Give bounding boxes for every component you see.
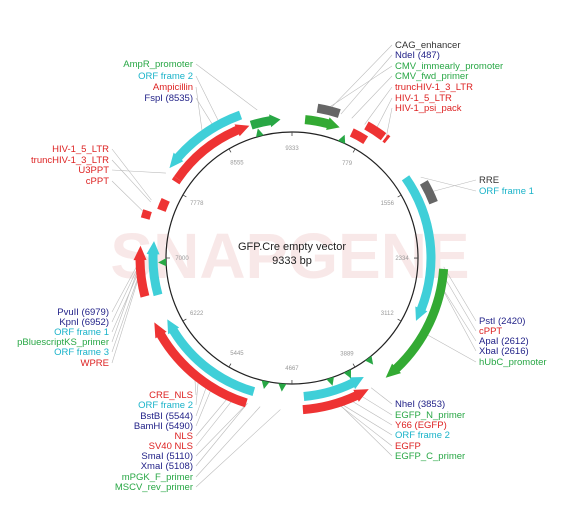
tick-label: 1556 bbox=[381, 201, 395, 207]
feature-label: ORF frame 2 bbox=[138, 71, 193, 82]
leader-line bbox=[112, 149, 151, 200]
tick-mark bbox=[229, 149, 231, 152]
feature-label: XbaI (2616) bbox=[479, 346, 529, 357]
feature-label: RRE bbox=[479, 175, 499, 186]
leader-line bbox=[424, 333, 476, 362]
primer-marker bbox=[260, 380, 269, 389]
leader-line bbox=[112, 160, 151, 202]
leader-line bbox=[386, 108, 392, 139]
feature-label: AmpR_promoter bbox=[123, 59, 193, 70]
feature-cag-enhancer bbox=[317, 104, 341, 118]
feature-label: XmaI (5108) bbox=[141, 461, 193, 472]
tick-mark bbox=[353, 364, 355, 367]
leader-line bbox=[371, 388, 392, 404]
tick-label: 3889 bbox=[340, 351, 354, 357]
feature-hiv-1-5-ltr bbox=[364, 122, 386, 141]
primer-marker bbox=[278, 383, 287, 392]
leader-line bbox=[196, 64, 257, 110]
tick-label: 3112 bbox=[381, 311, 395, 317]
leader-line bbox=[375, 98, 392, 131]
leader-line bbox=[196, 98, 214, 127]
leader-line bbox=[349, 399, 392, 425]
feature-label: ORF frame 2 bbox=[138, 400, 193, 411]
feature-label: HIV-1_5_LTR bbox=[52, 144, 109, 155]
leader-line bbox=[196, 407, 260, 477]
tick-mark bbox=[398, 195, 401, 197]
tick-mark bbox=[183, 319, 186, 321]
feature-label: cPPT bbox=[86, 176, 109, 187]
leader-line bbox=[325, 66, 392, 110]
leader-line bbox=[352, 76, 392, 118]
feature-cmv-immearly-promoter bbox=[305, 115, 340, 130]
tick-label: 5445 bbox=[230, 351, 244, 357]
map-title: GFP.Cre empty vector bbox=[238, 241, 346, 253]
leader-line bbox=[196, 87, 203, 135]
tick-mark bbox=[353, 149, 355, 152]
tick-mark bbox=[398, 319, 401, 321]
feature-label: ORF frame 1 bbox=[479, 186, 534, 197]
leader-line bbox=[196, 403, 247, 466]
tick-label: 779 bbox=[342, 161, 353, 167]
tick-label: 2334 bbox=[395, 256, 409, 262]
tick-mark bbox=[229, 364, 231, 367]
leader-line bbox=[112, 181, 146, 215]
leader-line bbox=[359, 395, 392, 415]
feature-label: MSCV_rev_primer bbox=[115, 482, 193, 493]
leader-line bbox=[112, 170, 166, 173]
leader-line bbox=[341, 55, 392, 114]
feature-label: CMV_fwd_primer bbox=[395, 71, 468, 82]
leader-line bbox=[328, 45, 392, 110]
feature-label: Ampicillin bbox=[153, 82, 193, 93]
feature-trunchiv-1-3-ltr bbox=[350, 128, 368, 144]
feature-label: truncHIV-1_3_LTR bbox=[395, 82, 473, 93]
tick-mark bbox=[183, 195, 186, 197]
feature-label: hUbC_promoter bbox=[479, 357, 547, 368]
tick-label: 7000 bbox=[175, 256, 189, 262]
feature-label: ORF frame 2 bbox=[395, 430, 450, 441]
leader-line bbox=[196, 403, 247, 456]
leader-line bbox=[441, 287, 476, 351]
feature-hiv-1-5-ltr-b- bbox=[157, 198, 170, 212]
feature-ampr-promoter bbox=[250, 114, 281, 129]
feature-orf-frame-2 bbox=[169, 111, 242, 168]
tick-label: 9333 bbox=[285, 146, 299, 152]
feature-label: ORF frame 3 bbox=[54, 347, 109, 358]
feature-label: WPRE bbox=[81, 358, 110, 369]
tick-label: 8555 bbox=[230, 161, 244, 167]
tick-label: 4667 bbox=[285, 366, 299, 372]
leader-line bbox=[338, 403, 392, 456]
primer-marker bbox=[365, 356, 376, 367]
feature-label: FspI (8535) bbox=[144, 93, 193, 104]
feature-label: HIV-1_psi_pack bbox=[395, 103, 462, 114]
leader-line bbox=[429, 180, 476, 192]
map-length: 9333 bp bbox=[272, 255, 312, 267]
tick-label: 7778 bbox=[190, 201, 204, 207]
tick-label: 6222 bbox=[190, 311, 204, 317]
feature-label: EGFP_C_primer bbox=[395, 451, 465, 462]
leader-line bbox=[196, 398, 234, 446]
feature-label: U3PPT bbox=[78, 165, 109, 176]
feature-label: NheI (3853) bbox=[395, 399, 445, 410]
primer-marker bbox=[338, 133, 349, 144]
feature-label: NdeI (487) bbox=[395, 50, 440, 61]
leader-line bbox=[441, 286, 476, 341]
